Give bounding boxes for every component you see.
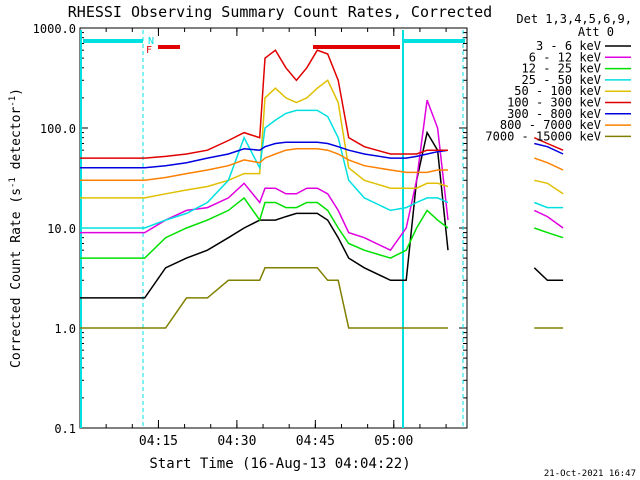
legend-header-1: Det 1,3,4,5,6,9, — [516, 12, 632, 26]
series-line-50-100-keV — [534, 179, 564, 195]
series-line-6-12-keV — [533, 209, 564, 229]
y-tick-labels: 0.1 1.0 10.0 100.0 1000.0 — [33, 22, 76, 436]
chart-title: RHESSI Observing Summary Count Rates, Co… — [68, 3, 492, 21]
series-line-100-300-keV — [533, 137, 564, 151]
y-axis-label-sup: -1 — [8, 177, 18, 188]
legend-label: 7000 - 15000 keV — [485, 129, 601, 143]
series-line-800-7000-keV — [80, 148, 448, 182]
y-axis-label-part: ) — [9, 88, 24, 96]
series-line-6-12-keV — [80, 99, 449, 252]
legend-label: 25 - 50 keV — [522, 73, 601, 87]
y-axis-label: Corrected Count Rate (s-1 detector-1) — [8, 88, 24, 368]
series-line-7000-15000-keV — [80, 267, 448, 329]
legend-label: 300 - 800 keV — [507, 107, 601, 121]
x-axis-label: Start Time (16-Aug-13 04:04:22) — [149, 456, 410, 472]
x-tick-label: 04:45 — [296, 434, 335, 449]
series-line-3-6-keV — [533, 267, 564, 282]
series-line-25-50-keV — [534, 201, 564, 209]
series-line-25-50-keV — [80, 109, 449, 229]
legend-label: 800 - 7000 keV — [500, 118, 601, 132]
series-line-3-6-keV — [80, 130, 449, 299]
y-tick-label: 100.0 — [40, 122, 76, 136]
axis-ticks — [80, 27, 467, 429]
series-line-50-100-keV — [80, 79, 449, 199]
y-axis-label-part: Corrected Count Rate (s — [9, 188, 24, 368]
flare-flag-label: F — [146, 45, 152, 56]
night-flag-label: N — [148, 36, 154, 47]
series-line-12-25-keV — [80, 196, 449, 259]
legend-label: 12 - 25 keV — [522, 62, 601, 76]
x-tick-label: 04:15 — [139, 434, 178, 449]
y-tick-label: 1000.0 — [33, 22, 76, 36]
legend-header-2: Att 0 — [578, 25, 614, 39]
series-line-100-300-keV — [80, 49, 448, 159]
series-line-300-800-keV — [80, 141, 449, 169]
x-tick-label: 04:30 — [217, 434, 256, 449]
series-line-12-25-keV — [534, 227, 564, 239]
x-tick-label: 05:00 — [374, 434, 413, 449]
y-tick-label: 10.0 — [47, 222, 76, 236]
observation-flags: NF — [80, 30, 465, 428]
generated-timestamp: 21-Oct-2021 16:47 — [544, 469, 636, 479]
series-lines — [80, 49, 564, 329]
legend-label: 6 - 12 keV — [529, 50, 601, 64]
legend-label: 3 - 6 keV — [536, 39, 601, 53]
x-tick-labels: 04:15 04:30 04:45 05:00 — [139, 434, 413, 449]
legend-label: 50 - 100 keV — [514, 84, 601, 98]
y-axis-label-part: detector — [9, 107, 24, 178]
series-line-300-800-keV — [534, 142, 564, 155]
y-tick-label: 1.0 — [54, 322, 76, 336]
series-line-800-7000-keV — [534, 157, 564, 171]
y-axis-label-sup: -1 — [8, 96, 18, 107]
legend-label: 100 - 300 keV — [507, 96, 601, 110]
y-tick-label: 0.1 — [54, 422, 76, 436]
